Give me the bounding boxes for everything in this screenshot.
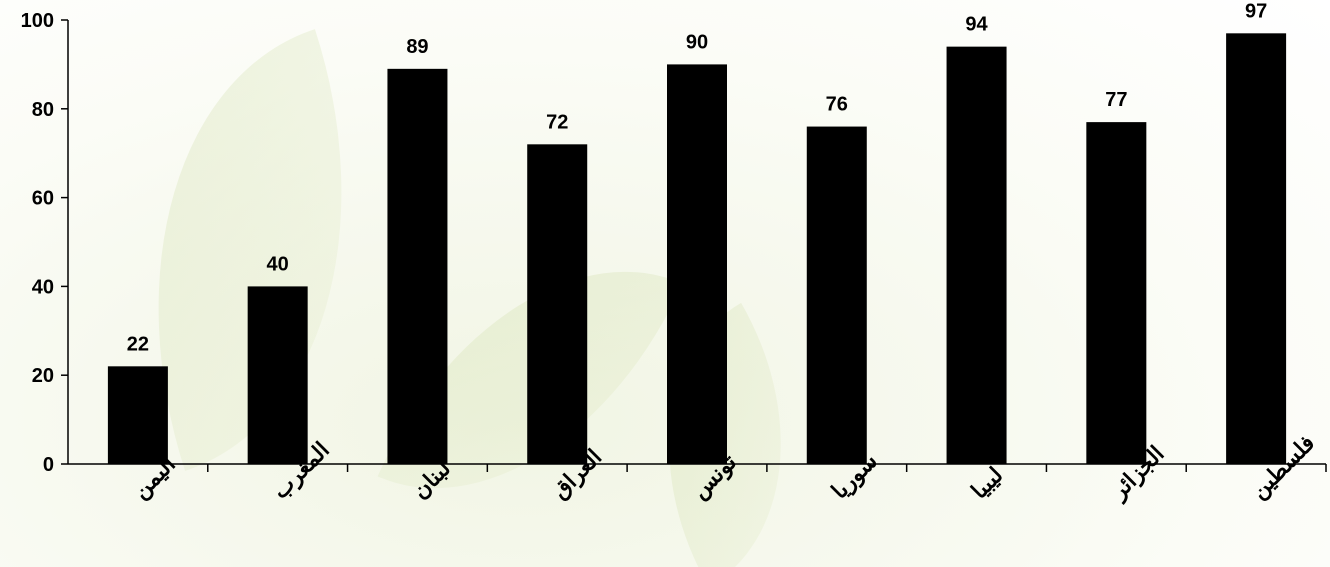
bar xyxy=(1086,122,1147,465)
data-label: 76 xyxy=(826,94,848,116)
data-label: 40 xyxy=(267,253,289,275)
bars xyxy=(107,33,1287,465)
y-tick-label: 40 xyxy=(32,276,54,298)
y-tick-label: 20 xyxy=(32,365,54,387)
bar xyxy=(806,126,867,464)
data-label: 90 xyxy=(686,31,708,53)
y-tick-label: 0 xyxy=(43,454,54,476)
bar xyxy=(107,366,168,464)
bar xyxy=(527,144,588,464)
data-label: 77 xyxy=(1105,89,1127,111)
data-label: 89 xyxy=(406,36,428,58)
x-tick-label: ليبيا xyxy=(966,462,1007,503)
y-tick-label: 80 xyxy=(32,99,54,121)
y-tick-label: 60 xyxy=(32,188,54,210)
data-label: 22 xyxy=(127,333,149,355)
data-label: 72 xyxy=(546,111,568,133)
data-label: 94 xyxy=(965,14,988,36)
data-label: 97 xyxy=(1245,0,1267,22)
bar xyxy=(946,46,1007,464)
bar xyxy=(387,68,448,464)
bar xyxy=(247,286,308,464)
bar xyxy=(1226,33,1287,464)
bar xyxy=(667,64,727,465)
y-tick-label: 100 xyxy=(21,10,54,32)
